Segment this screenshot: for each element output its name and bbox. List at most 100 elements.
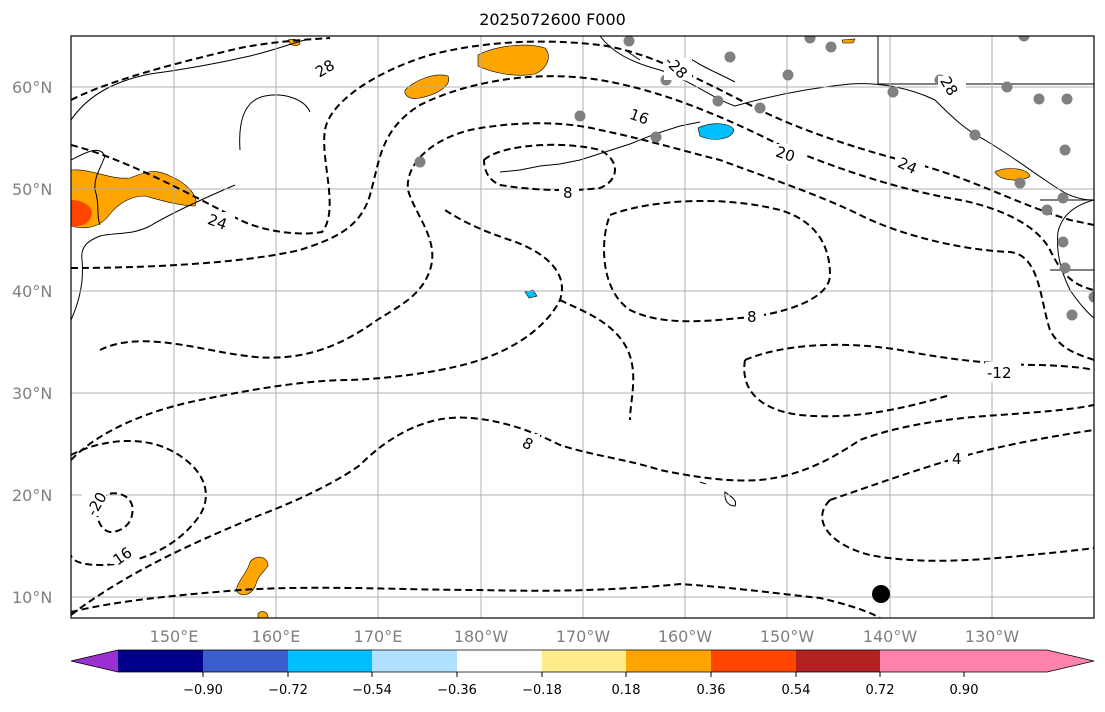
colorbar-segment bbox=[372, 650, 457, 672]
lon-axis-labels: 150°E 160°E 170°E 180°W 170°W 160°W 150°… bbox=[150, 627, 1020, 646]
contour-label: -12 bbox=[987, 364, 1012, 382]
contour-line bbox=[559, 299, 635, 421]
station-marker bbox=[1018, 36, 1030, 42]
station-marker bbox=[1061, 93, 1073, 105]
lon-label: 160°E bbox=[252, 627, 301, 646]
anomaly-patch bbox=[477, 44, 549, 76]
colorbar: −0.90 −0.72 −0.54 −0.36 −0.18 0.18 0.36 … bbox=[70, 649, 1095, 698]
station-marker bbox=[1059, 262, 1071, 274]
station-marker bbox=[1088, 291, 1094, 303]
lat-label: 30°N bbox=[12, 384, 52, 403]
anomaly-patch bbox=[257, 611, 269, 618]
station-marker bbox=[1033, 93, 1045, 105]
contour-line bbox=[744, 343, 1094, 371]
colorbar-ticks: −0.90 −0.72 −0.54 −0.36 −0.18 0.18 0.36 … bbox=[183, 672, 978, 698]
lat-label: 20°N bbox=[12, 486, 52, 505]
colorbar-segment bbox=[626, 650, 711, 672]
anomaly-patch bbox=[235, 556, 269, 596]
contour-label: 16 bbox=[627, 105, 651, 128]
station-marker bbox=[712, 95, 724, 107]
colorbar-segment bbox=[711, 650, 796, 672]
colorbar-tick-label: 0.72 bbox=[866, 683, 895, 698]
contour-line bbox=[71, 404, 1094, 616]
station-marker bbox=[782, 69, 794, 81]
station-marker bbox=[1066, 309, 1078, 321]
map-title: 2025072600 F000 bbox=[479, 10, 626, 29]
colorbar-segment bbox=[288, 650, 372, 672]
lat-label: 50°N bbox=[12, 180, 52, 199]
colorbar-segment bbox=[457, 650, 542, 672]
station-marker bbox=[414, 156, 426, 168]
station-marker bbox=[650, 131, 662, 143]
station-marker bbox=[623, 36, 635, 47]
station-marker bbox=[1059, 144, 1071, 156]
station-marker bbox=[1014, 177, 1026, 189]
contour-labels: 28 16 8 20 24 24 28 8 8 -12 4 -20 16 bbox=[82, 52, 1021, 569]
contour-label: 8 bbox=[747, 308, 757, 326]
station-marker bbox=[1041, 204, 1053, 216]
anomaly-patch bbox=[71, 169, 197, 229]
colorbar-tick-label: −0.72 bbox=[268, 683, 308, 698]
colorbar-tick-label: 0.90 bbox=[950, 683, 979, 698]
contour-label: 8 bbox=[563, 184, 573, 202]
lon-label: 170°E bbox=[354, 627, 403, 646]
station-marker bbox=[1057, 236, 1069, 248]
lon-label: 150°W bbox=[760, 627, 815, 646]
colorbar-tick-label: −0.18 bbox=[522, 683, 562, 698]
station-marker-highlight bbox=[872, 585, 890, 603]
colorbar-tick-label: −0.36 bbox=[437, 683, 477, 698]
station-marker bbox=[969, 129, 981, 141]
contour-label: 20 bbox=[773, 143, 797, 166]
contour-line bbox=[71, 37, 331, 101]
colorbar-tick-label: −0.90 bbox=[183, 683, 223, 698]
station-marker bbox=[754, 102, 766, 114]
station-marker bbox=[724, 51, 736, 63]
contour-line bbox=[71, 75, 1094, 291]
contour-line bbox=[71, 40, 1094, 235]
colorbar-segment bbox=[796, 650, 880, 672]
lon-label: 130°W bbox=[965, 627, 1020, 646]
station-marker bbox=[1001, 81, 1013, 93]
colorbar-tick-label: 0.18 bbox=[612, 683, 641, 698]
station-marker bbox=[574, 110, 586, 122]
colorbar-extend-right bbox=[880, 650, 1094, 672]
lon-label: 170°W bbox=[556, 627, 611, 646]
lon-label: 150°E bbox=[150, 627, 199, 646]
anomaly-patch bbox=[841, 38, 856, 44]
lat-axis-labels: 60°N 50°N 40°N 30°N 20°N 10°N bbox=[12, 78, 52, 607]
contour-line bbox=[96, 492, 134, 534]
lat-label: 60°N bbox=[12, 78, 52, 97]
station-marker bbox=[825, 41, 837, 53]
plot-frame bbox=[70, 35, 1095, 619]
contour-line bbox=[603, 199, 832, 323]
contour-line bbox=[71, 209, 563, 461]
colorbar-segment bbox=[203, 650, 288, 672]
contour-line bbox=[99, 122, 1094, 361]
lon-label: 140°W bbox=[863, 627, 918, 646]
station-markers bbox=[414, 36, 1094, 603]
colorbar-segment bbox=[542, 650, 626, 672]
anomaly-patch bbox=[697, 123, 735, 140]
coastline-aleutians bbox=[499, 121, 701, 173]
contour-line bbox=[71, 582, 881, 618]
contour-label: 24 bbox=[205, 210, 229, 233]
colorbar-extend-left bbox=[71, 650, 118, 672]
contour-layer bbox=[71, 37, 1094, 618]
station-marker bbox=[804, 36, 816, 44]
station-marker bbox=[1057, 192, 1069, 204]
contour-line bbox=[743, 359, 951, 418]
station-marker bbox=[887, 86, 899, 98]
anomaly-patch bbox=[994, 168, 1031, 181]
colorbar-segment bbox=[118, 650, 203, 672]
contour-label: 4 bbox=[952, 450, 962, 468]
colorbar-tick-label: −0.54 bbox=[352, 683, 392, 698]
colorbar-tick-label: 0.54 bbox=[782, 683, 811, 698]
contour-line bbox=[482, 143, 616, 192]
anomaly-patch bbox=[71, 200, 92, 227]
lon-label: 180°W bbox=[454, 627, 509, 646]
contour-line bbox=[821, 499, 1094, 562]
lon-label: 160°W bbox=[658, 627, 713, 646]
colorbar-tick-label: 0.36 bbox=[697, 683, 726, 698]
lat-label: 40°N bbox=[12, 282, 52, 301]
